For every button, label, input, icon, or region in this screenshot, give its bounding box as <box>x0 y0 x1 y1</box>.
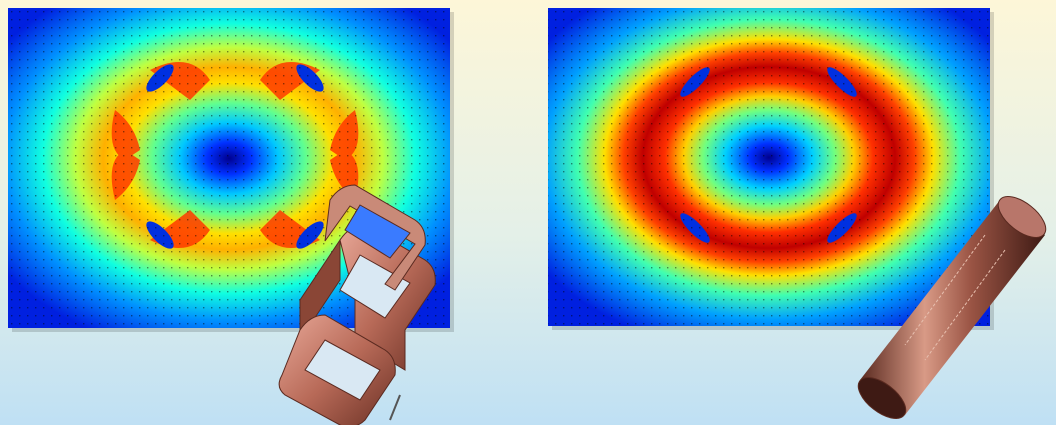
tube-body <box>860 200 1045 415</box>
coil-side <box>299 238 341 342</box>
coil-opening <box>304 339 381 401</box>
cylinder-coil <box>857 196 1047 419</box>
coil-opening <box>344 204 411 259</box>
right-field-map <box>548 8 994 330</box>
lead-wire <box>389 394 401 421</box>
tube-end <box>997 196 1047 238</box>
tube-opening <box>857 377 907 419</box>
coil <box>324 184 426 291</box>
saddle-coils <box>278 184 436 425</box>
vector-dots <box>548 8 990 326</box>
winding <box>904 234 1006 361</box>
